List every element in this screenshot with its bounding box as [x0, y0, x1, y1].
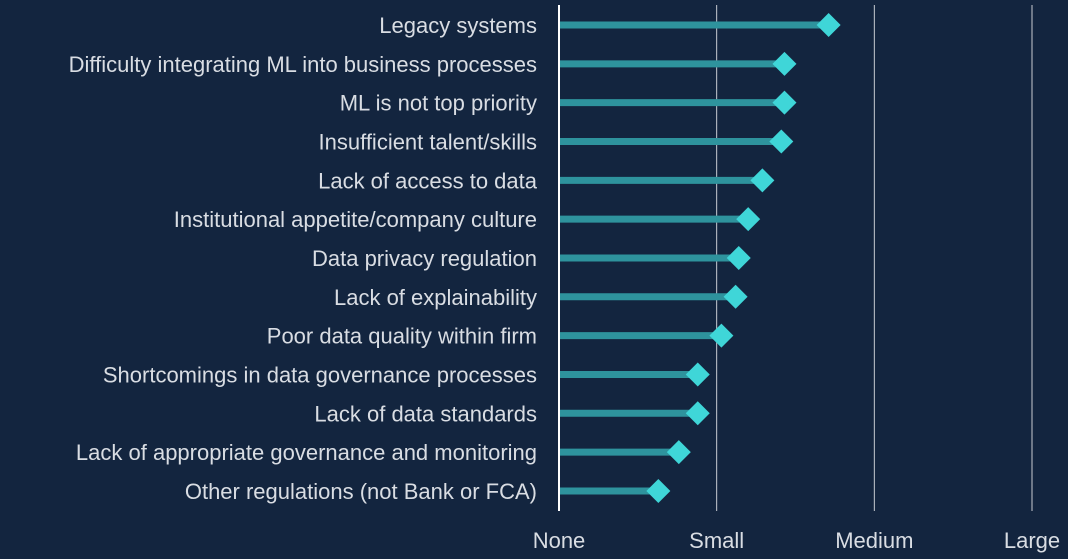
marker-diamond	[723, 284, 748, 309]
category-label: Poor data quality within firm	[267, 324, 537, 349]
marker-diamond	[666, 440, 691, 465]
marker-diamond	[772, 51, 797, 76]
category-label: Difficulty integrating ML into business …	[69, 52, 537, 77]
x-tick-label: None	[533, 528, 586, 553]
marker-diamond	[726, 245, 751, 270]
category-label: Institutional appetite/company culture	[174, 207, 537, 232]
marker-diamond	[709, 323, 734, 348]
category-label: ML is not top priority	[340, 91, 537, 116]
marker-diamond	[685, 401, 710, 426]
category-label: Other regulations (not Bank or FCA)	[185, 479, 537, 504]
category-label: Data privacy regulation	[312, 246, 537, 271]
marker-diamond	[646, 478, 671, 503]
marker-diamond	[685, 362, 710, 387]
category-label: Legacy systems	[379, 13, 537, 38]
x-tick-label: Small	[689, 528, 744, 553]
marker-diamond	[736, 207, 761, 232]
x-tick-label: Large	[1004, 528, 1060, 553]
category-label: Shortcomings in data governance processe…	[103, 362, 537, 387]
marker-diamond	[772, 90, 797, 115]
category-label: Lack of appropriate governance and monit…	[76, 440, 537, 465]
category-label: Lack of data standards	[314, 401, 537, 426]
marker-diamond	[816, 13, 841, 37]
x-tick-label: Medium	[835, 528, 913, 553]
marker-diamond	[769, 129, 794, 154]
category-label: Lack of explainability	[334, 285, 537, 310]
marker-diamond	[750, 168, 775, 193]
category-label: Lack of access to data	[318, 168, 538, 193]
category-label: Insufficient talent/skills	[319, 129, 537, 154]
